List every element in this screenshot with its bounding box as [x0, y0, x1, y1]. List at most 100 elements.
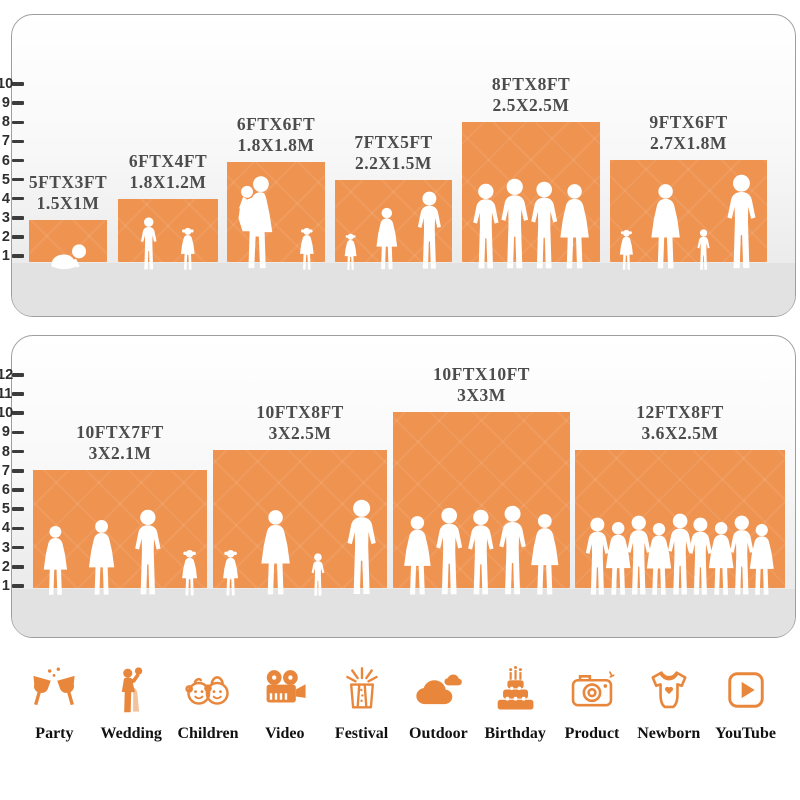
backdrop-size-label: 10FTX10FT 3X3M [387, 364, 577, 406]
birthday-icon [489, 664, 541, 716]
ruler-tick [12, 235, 24, 239]
backdrop-size-m: 3X2.5M [268, 423, 332, 443]
outdoor-icon [412, 664, 464, 716]
backdrop-size-m: 3.6X2.5M [641, 423, 719, 443]
ruler-tick-label: 6 [1, 152, 10, 169]
backdrop-size-label: 6FTX6FT 1.8X1.8M [181, 114, 371, 156]
category-youtube[interactable]: YouTube [707, 652, 784, 772]
backdrop-size-label: 7FTX5FT 2.2X1.5M [299, 132, 489, 174]
woman-silhouette [374, 207, 400, 271]
backdrop-size-ft: 7FTX5FT [354, 132, 433, 152]
baby-silhouette [48, 243, 88, 271]
backdrop-size-m: 2.7X1.8M [650, 133, 727, 153]
man-silhouette [132, 509, 164, 597]
backdrop-size-label: 10FTX8FT 3X2.5M [205, 402, 395, 444]
category-label: Birthday [484, 725, 546, 742]
ruler-tick [12, 507, 24, 511]
woman-silhouette [648, 183, 683, 271]
girl-silhouette [180, 549, 199, 597]
wedding-icon [105, 664, 157, 716]
backdrop-size-m: 2.2X1.5M [355, 153, 432, 173]
category-label: Outdoor [409, 725, 468, 742]
backdrop-size-label: 6FTX4FT 1.8X1.2M [73, 151, 263, 193]
category-video[interactable]: Video [246, 652, 323, 772]
category-label: Wedding [100, 725, 162, 742]
boy-silhouette [696, 229, 711, 271]
ruler-tick-label: 2 [1, 558, 10, 575]
girl-silhouette [179, 227, 197, 271]
category-children[interactable]: Children [170, 652, 247, 772]
ruler-tick-label: 5 [1, 501, 10, 518]
product-icon [566, 664, 618, 716]
category-label: Festival [334, 725, 389, 742]
backdrop-block[interactable] [29, 220, 107, 262]
girl-silhouette [221, 549, 240, 597]
ruler-tick [12, 449, 24, 454]
category-outdoor[interactable]: Outdoor [400, 652, 477, 772]
man-silhouette [496, 505, 529, 597]
category-label: YouTube [715, 725, 776, 742]
ruler-tick [12, 392, 24, 396]
category-label: Party [35, 725, 74, 742]
ruler-tick-label: 4 [1, 190, 10, 207]
category-newborn[interactable]: Newborn [630, 652, 707, 772]
ruler-tick [12, 430, 24, 435]
category-party[interactable]: Party [16, 652, 93, 772]
woman-silhouette [747, 523, 777, 597]
ruler-tick-label: 12 [0, 366, 14, 383]
backdrop-size-m: 3X2.1M [88, 443, 152, 463]
ruler-tick-label: 3 [1, 539, 10, 556]
man-silhouette [344, 499, 379, 597]
boy-silhouette [310, 553, 326, 597]
ruler-tick [12, 254, 24, 258]
woman-silhouette [41, 525, 70, 597]
ruler-tick-label: 4 [1, 520, 10, 537]
category-birthday[interactable]: Birthday [477, 652, 554, 772]
ruler-tick-label: 8 [1, 443, 10, 460]
man-silhouette [415, 191, 444, 271]
backdrop-block[interactable] [610, 160, 767, 262]
festival-icon [336, 664, 388, 716]
ruler-tick [12, 139, 24, 144]
ruler-tick [12, 216, 24, 220]
category-label: Video [265, 725, 305, 742]
category-wedding[interactable]: Wedding [93, 652, 170, 772]
backdrop-size-ft: 12FTX8FT [636, 402, 724, 422]
ruler-tick-label: 2 [1, 228, 10, 245]
ruler-tick [12, 526, 24, 531]
backdrop-block[interactable] [118, 199, 218, 262]
ruler-tick [12, 584, 24, 588]
girl-silhouette [618, 229, 635, 271]
category-label: Product [564, 725, 620, 742]
backdrop-size-m: 2.5X2.5M [492, 95, 570, 115]
panel-floor [12, 589, 795, 637]
backdrop-size-label: 5FTX3FT 1.5X1M [0, 172, 163, 214]
ruler-tick [12, 545, 24, 550]
man-silhouette [724, 174, 759, 271]
youtube-icon [720, 664, 772, 716]
ruler-tick-label: 9 [1, 95, 10, 112]
ruler-tick [12, 196, 24, 201]
category-label: Children [177, 725, 239, 742]
backdrop-size-ft: 9FTX6FT [649, 112, 728, 132]
ruler-tick-label: 7 [1, 133, 10, 150]
backdrop-size-label: 12FTX8FT 3.6X2.5M [585, 402, 775, 444]
ruler-tick [12, 373, 24, 377]
children-icon [182, 664, 234, 716]
boy-silhouette [139, 217, 158, 271]
backdrop-size-ft: 10FTX7FT [76, 422, 164, 442]
ruler-tick [12, 565, 24, 569]
category-product[interactable]: Product [554, 652, 631, 772]
backdrop-size-label: 9FTX6FT 2.7X1.8M [594, 112, 784, 154]
party-icon [28, 664, 80, 716]
video-icon [259, 664, 311, 716]
backdrop-size-ft: 5FTX3FT [28, 172, 108, 192]
ruler-tick [12, 488, 24, 492]
category-festival[interactable]: Festival [323, 652, 400, 772]
ruler-tick-label: 6 [1, 482, 10, 498]
ruler-tick-label: 3 [1, 209, 10, 226]
ruler-tick [12, 120, 24, 125]
ruler-tick [12, 82, 24, 86]
womanbaby-silhouette [236, 175, 278, 271]
